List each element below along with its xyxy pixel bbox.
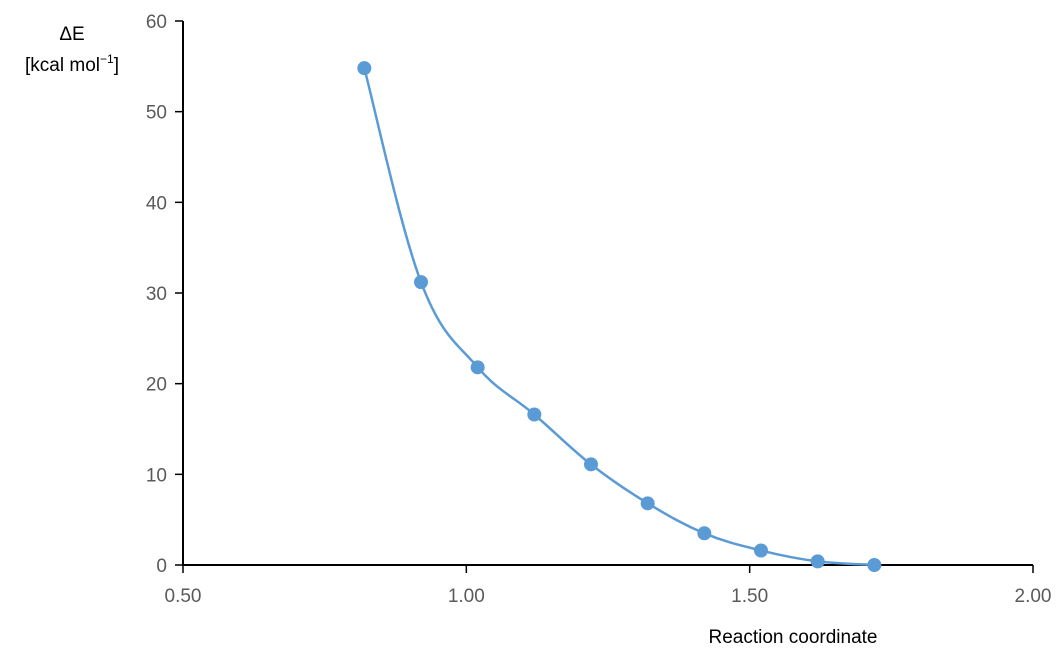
- data-point: [470, 360, 485, 375]
- y-axis-title-unit: [kcal mol: [25, 55, 100, 76]
- data-point: [697, 526, 712, 541]
- series-layer: [357, 61, 882, 572]
- x-tick-label: 0.50: [165, 586, 202, 607]
- y-tick-label: 60: [146, 12, 167, 33]
- y-axis-title-line2: [kcal mol−1]: [25, 52, 119, 76]
- data-point: [640, 496, 655, 511]
- data-point: [584, 457, 598, 472]
- axes: [175, 20, 1034, 573]
- y-tick-label: 40: [146, 193, 167, 214]
- data-point: [810, 554, 825, 569]
- series-line: [363, 67, 875, 567]
- data-point: [867, 558, 882, 572]
- data-point: [527, 407, 542, 422]
- x-axis-title: Reaction coordinate: [709, 627, 878, 648]
- y-tick-label: 30: [146, 284, 167, 305]
- x-tick-label: 1.50: [731, 586, 768, 607]
- data-point: [754, 543, 768, 558]
- y-tick-label: 50: [146, 103, 167, 124]
- y-axis-title-line1: ΔE: [59, 24, 84, 45]
- y-axis-title-bracket: ]: [114, 55, 119, 76]
- x-tick-label: 1.00: [448, 586, 485, 607]
- y-tick-label: 10: [146, 465, 167, 486]
- y-tick-label: 0: [156, 556, 167, 577]
- data-point: [357, 61, 372, 76]
- x-tick-label: 2.00: [1015, 586, 1052, 607]
- y-tick-label: 20: [146, 375, 167, 396]
- y-axis-title-superscript: −1: [100, 52, 114, 66]
- tick-labels: 0 10 20 30 40 50 60 0.50 1.00 1.50 2.00: [146, 12, 1052, 607]
- data-point: [414, 275, 428, 290]
